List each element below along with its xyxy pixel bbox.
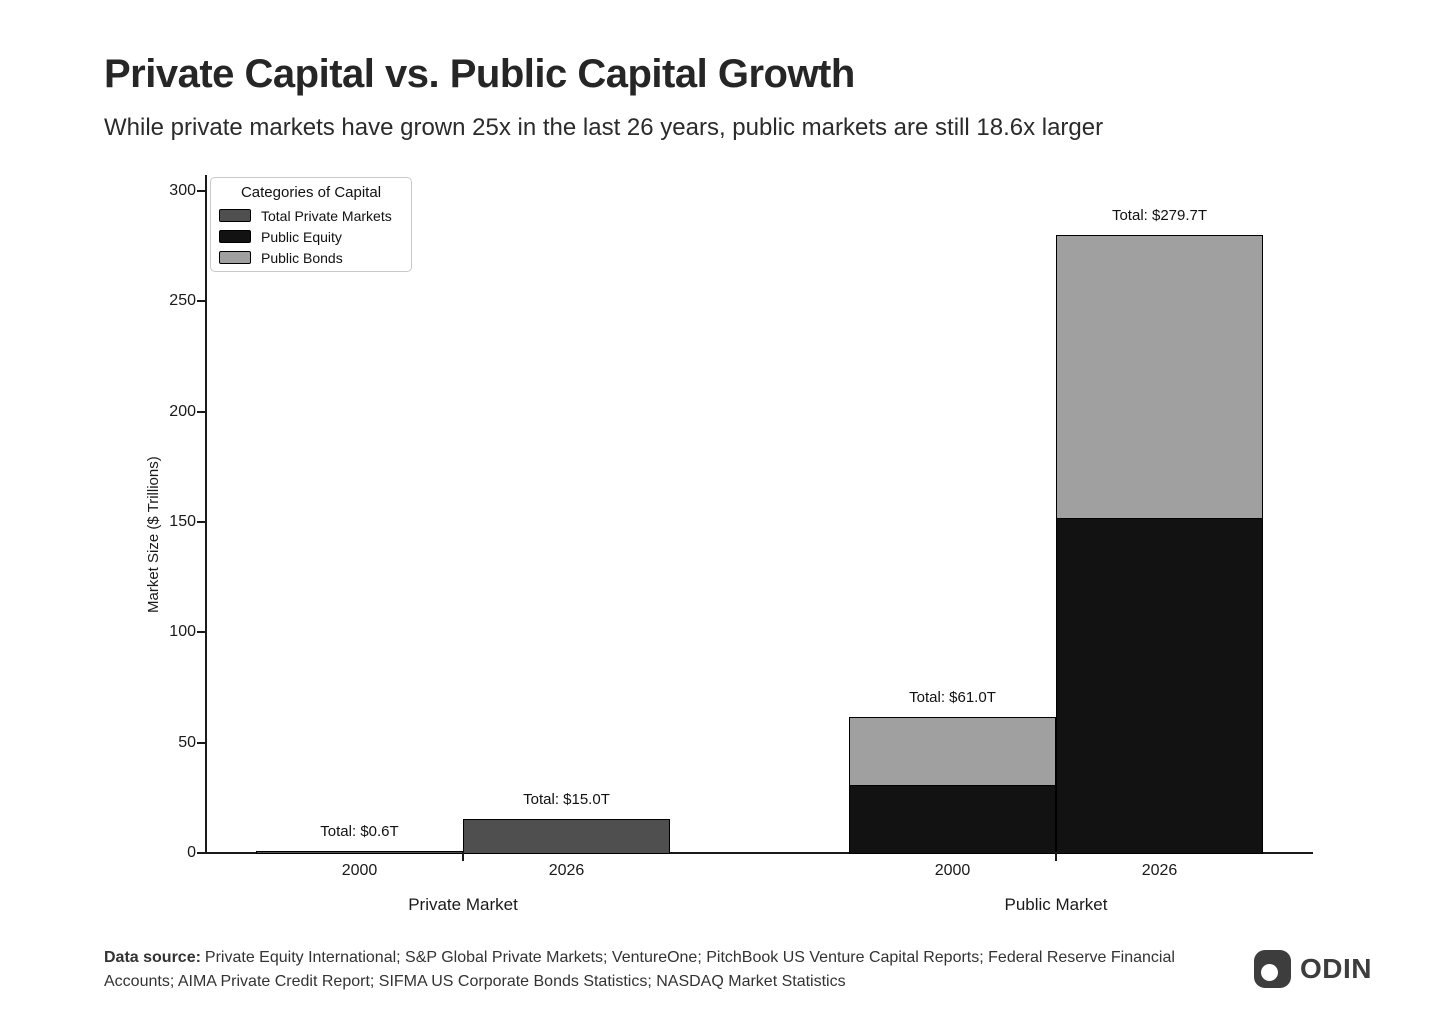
x-axis-line	[205, 852, 1313, 854]
bar-segment-total-private-markets	[463, 818, 670, 854]
bar-total-label: Total: $15.0T	[523, 790, 610, 808]
bar-segment-public-equity	[1056, 516, 1263, 854]
legend-swatch-icon	[219, 251, 251, 264]
y-tick-mark	[197, 190, 205, 192]
legend-item: Public Equity	[219, 226, 403, 247]
legend-label: Total Private Markets	[261, 207, 392, 224]
bar-segment-public-bonds	[1056, 234, 1263, 519]
y-tick-mark	[197, 521, 205, 523]
x-tick-label: 2000	[341, 862, 378, 879]
data-source-text: Private Equity International; S&P Global…	[104, 949, 1175, 990]
y-tick-mark	[197, 741, 205, 744]
x-group-tick	[462, 852, 464, 861]
y-tick-mark	[197, 300, 205, 303]
y-axis-title: Market Size ($ Trillions)	[145, 456, 162, 613]
bar-total-label: Total: $61.0T	[909, 689, 996, 707]
y-tick-label: 250	[169, 292, 196, 310]
y-tick-label: 300	[169, 182, 196, 199]
x-tick-label: 2026	[548, 862, 585, 879]
y-tick-mark	[197, 631, 205, 634]
odin-logo-dot	[1261, 964, 1278, 981]
legend-title: Categories of Capital	[240, 184, 382, 201]
y-tick-label: 50	[178, 733, 196, 751]
legend-item: Total Private Markets	[219, 205, 403, 226]
legend-swatch-icon	[219, 230, 251, 243]
y-tick-mark	[197, 410, 205, 413]
bar-total-label: Total: $279.7T	[1111, 206, 1208, 224]
page-title: Private Capital vs. Public Capital Growt…	[104, 52, 855, 96]
legend-label: Public Equity	[261, 228, 342, 245]
y-tick-label: 200	[169, 402, 196, 420]
bar-total-label: Total: $0.6T	[320, 822, 399, 840]
legend-rows: Total Private Markets Public Equity Public…	[219, 205, 403, 268]
x-tick-label: 2026	[1141, 862, 1178, 879]
legend-item: Public Bonds	[219, 247, 403, 268]
y-tick-mark	[197, 852, 205, 854]
bar-segment-public-bonds	[849, 717, 1056, 786]
data-source-note: Data source: Private Equity International…	[104, 946, 1179, 993]
y-tick-label: 150	[169, 513, 196, 530]
x-tick-label: 2000	[934, 862, 971, 879]
page-subtitle: While private markets have grown 25x in …	[104, 114, 1104, 141]
odin-logo-icon	[1254, 950, 1291, 988]
bar-segment-public-equity	[849, 783, 1056, 854]
x-group-label: Private Market	[408, 895, 518, 914]
chart-legend: Categories of Capital Total Private Mark…	[210, 177, 412, 272]
odin-logo: ODIN	[1254, 950, 1372, 988]
bar-segment-total-private-markets	[256, 850, 463, 854]
x-group-label: Public Market	[1004, 895, 1108, 914]
odin-logo-wordmark: ODIN	[1300, 953, 1372, 984]
y-axis-line	[205, 175, 207, 854]
y-tick-label: 100	[169, 623, 196, 641]
legend-label: Public Bonds	[261, 249, 343, 266]
data-source-label: Data source:	[104, 949, 201, 966]
y-tick-label: 0	[187, 844, 196, 861]
legend-swatch-icon	[219, 209, 251, 222]
x-group-tick	[1055, 852, 1057, 861]
